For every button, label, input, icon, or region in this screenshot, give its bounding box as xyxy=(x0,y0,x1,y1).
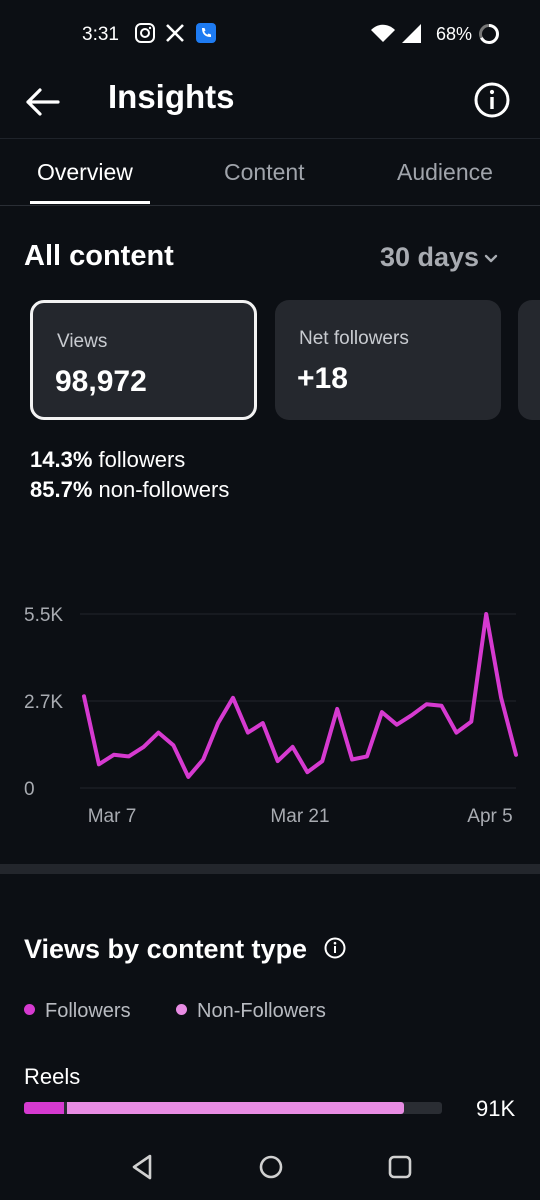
date-range-dropdown[interactable]: 30 days xyxy=(380,242,499,273)
status-time: 3:31 xyxy=(82,24,119,45)
x-tick-label: Mar 21 xyxy=(270,806,329,827)
legend-dot xyxy=(176,1004,187,1016)
nav-back-icon[interactable] xyxy=(128,1152,158,1182)
views-by-type-title: Views by content type xyxy=(24,934,347,965)
chevron-down-icon xyxy=(484,254,498,263)
followers-pct: 14.3% xyxy=(30,447,93,472)
y-tick-label: 0 xyxy=(24,779,35,800)
tab-bar: Overview Content Audience xyxy=(0,138,540,206)
nav-home-icon[interactable] xyxy=(256,1152,286,1182)
followers-label: followers xyxy=(92,447,186,472)
legend-dot xyxy=(24,1004,35,1016)
non-followers-split: 85.7% non-followers xyxy=(30,477,229,503)
legend-non-followers: Non-Followers xyxy=(176,1000,326,1023)
metric-card-net-followers[interactable]: Net followers +18 xyxy=(275,300,501,420)
views-series-line xyxy=(82,612,518,779)
date-range-label: 30 days xyxy=(380,242,480,272)
x-tick-label: Mar 7 xyxy=(88,806,137,827)
metric-card-partial[interactable] xyxy=(518,300,540,420)
y-tick-label: 5.5K xyxy=(24,605,63,626)
tab-content[interactable]: Content xyxy=(224,159,305,185)
non-followers-label: non-followers xyxy=(92,477,230,502)
views-line-chart: 5.5K 2.7K 0 Mar 7 Mar 21 Apr 5 xyxy=(24,605,518,827)
x-icon xyxy=(166,24,184,42)
top-bar: Insights xyxy=(0,70,540,138)
page-title: Insights xyxy=(108,78,235,115)
info-icon[interactable] xyxy=(323,936,347,960)
followers-split: 14.3% followers xyxy=(30,447,185,473)
nav-recents-icon[interactable] xyxy=(385,1152,415,1182)
non-followers-pct: 85.7% xyxy=(30,477,93,502)
info-icon[interactable] xyxy=(472,80,512,120)
metric-label: Net followers xyxy=(299,328,409,349)
section-divider xyxy=(0,864,540,874)
x-tick-label: Apr 5 xyxy=(467,806,512,827)
metric-value: 98,972 xyxy=(55,365,147,398)
battery-ring-icon xyxy=(479,24,499,44)
battery-percent: 68% xyxy=(436,24,473,44)
reels-bar-followers xyxy=(24,1102,64,1114)
views-by-type-label: Views by content type xyxy=(24,934,308,964)
back-arrow-icon[interactable] xyxy=(22,82,62,122)
metric-value: +18 xyxy=(297,362,348,395)
instagram-icon xyxy=(135,23,155,43)
status-bar: 3:31 68% xyxy=(0,0,540,70)
reels-bar[interactable] xyxy=(24,1102,442,1114)
reels-bar-non-followers xyxy=(66,1102,405,1114)
phone-app-icon xyxy=(196,23,216,43)
content-type-value: 91K xyxy=(476,1096,516,1121)
wifi-icon xyxy=(371,24,395,42)
tab-audience[interactable]: Audience xyxy=(397,159,493,185)
legend-label: Non-Followers xyxy=(197,1000,326,1022)
tab-overview[interactable]: Overview xyxy=(37,159,133,185)
legend-label: Followers xyxy=(45,1000,131,1022)
signal-icon xyxy=(402,24,421,43)
active-tab-indicator xyxy=(30,201,150,204)
legend-followers: Followers xyxy=(24,1000,131,1023)
metric-label: Views xyxy=(57,331,108,352)
metric-card-views[interactable]: Views 98,972 xyxy=(30,300,257,420)
content-type-label: Reels xyxy=(24,1064,81,1089)
section-title: All content xyxy=(24,240,174,272)
y-tick-label: 2.7K xyxy=(24,692,63,713)
system-nav-bar xyxy=(0,1130,540,1200)
